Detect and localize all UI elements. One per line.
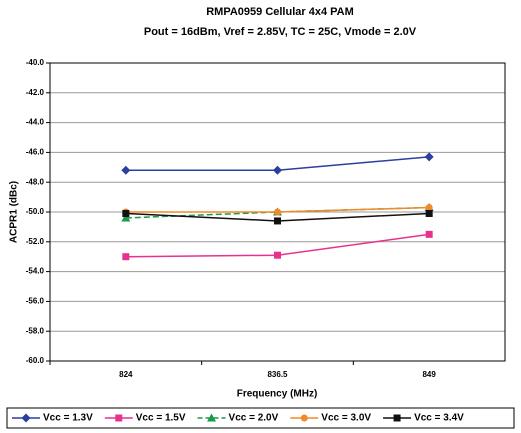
legend-marker xyxy=(115,414,123,422)
marker xyxy=(425,209,433,217)
x-tick-label: 849 xyxy=(422,370,436,379)
y-tick-label: -46.0 xyxy=(26,148,45,157)
y-tick-label: -42.0 xyxy=(26,88,45,97)
y-tick-label: -60.0 xyxy=(26,356,45,365)
y-tick-label: -54.0 xyxy=(26,267,45,276)
y-tick-label: -40.0 xyxy=(26,58,45,67)
x-tick-label: 836.5 xyxy=(267,370,288,379)
y-tick-label: -48.0 xyxy=(26,177,45,186)
legend-box xyxy=(6,407,515,429)
marker xyxy=(424,152,434,162)
marker xyxy=(425,230,433,238)
plot-border xyxy=(49,62,506,362)
marker xyxy=(274,251,281,259)
y-tick-label: -58.0 xyxy=(26,326,45,335)
marker xyxy=(122,209,130,217)
legend-marker xyxy=(21,413,31,423)
marker xyxy=(273,165,282,175)
marker xyxy=(274,208,281,216)
legend-label: Vcc = 1.3V xyxy=(43,413,93,424)
legend-item: Vcc = 3.0V xyxy=(290,413,371,424)
marker xyxy=(121,213,131,222)
legend-marker xyxy=(393,414,401,422)
marker xyxy=(274,217,281,225)
legend-item: Vcc = 1.3V xyxy=(12,413,93,424)
x-tick-label: 824 xyxy=(119,370,133,379)
y-tick-label: -52.0 xyxy=(26,237,45,246)
legend-label: Vcc = 2.0V xyxy=(229,413,279,424)
y-tick-label: -44.0 xyxy=(26,118,45,127)
marker xyxy=(425,204,433,212)
legend-item: Vcc = 3.4V xyxy=(383,413,464,424)
x-axis-label: Frequency (MHz) xyxy=(237,389,318,400)
y-axis-label: ACPR1 (dBc) xyxy=(9,181,20,243)
chart-subtitle: Pout = 16dBm, Vref = 2.85V, TC = 25C, Vm… xyxy=(144,26,417,38)
y-tick-label: -50.0 xyxy=(26,207,45,216)
marker xyxy=(121,165,131,175)
legend-label: Vcc = 3.0V xyxy=(321,413,371,424)
legend-label: Vcc = 3.4V xyxy=(414,413,464,424)
legend-label: Vcc = 1.5V xyxy=(136,413,186,424)
chart-title: RMPA0959 Cellular 4x4 PAM xyxy=(206,6,354,18)
legend-marker xyxy=(300,414,308,422)
marker xyxy=(122,253,130,261)
legend-item: Vcc = 2.0V xyxy=(197,413,279,424)
y-tick-label: -56.0 xyxy=(26,297,45,306)
legend-item: Vcc = 1.5V xyxy=(104,413,186,424)
legend-marker xyxy=(207,413,217,422)
